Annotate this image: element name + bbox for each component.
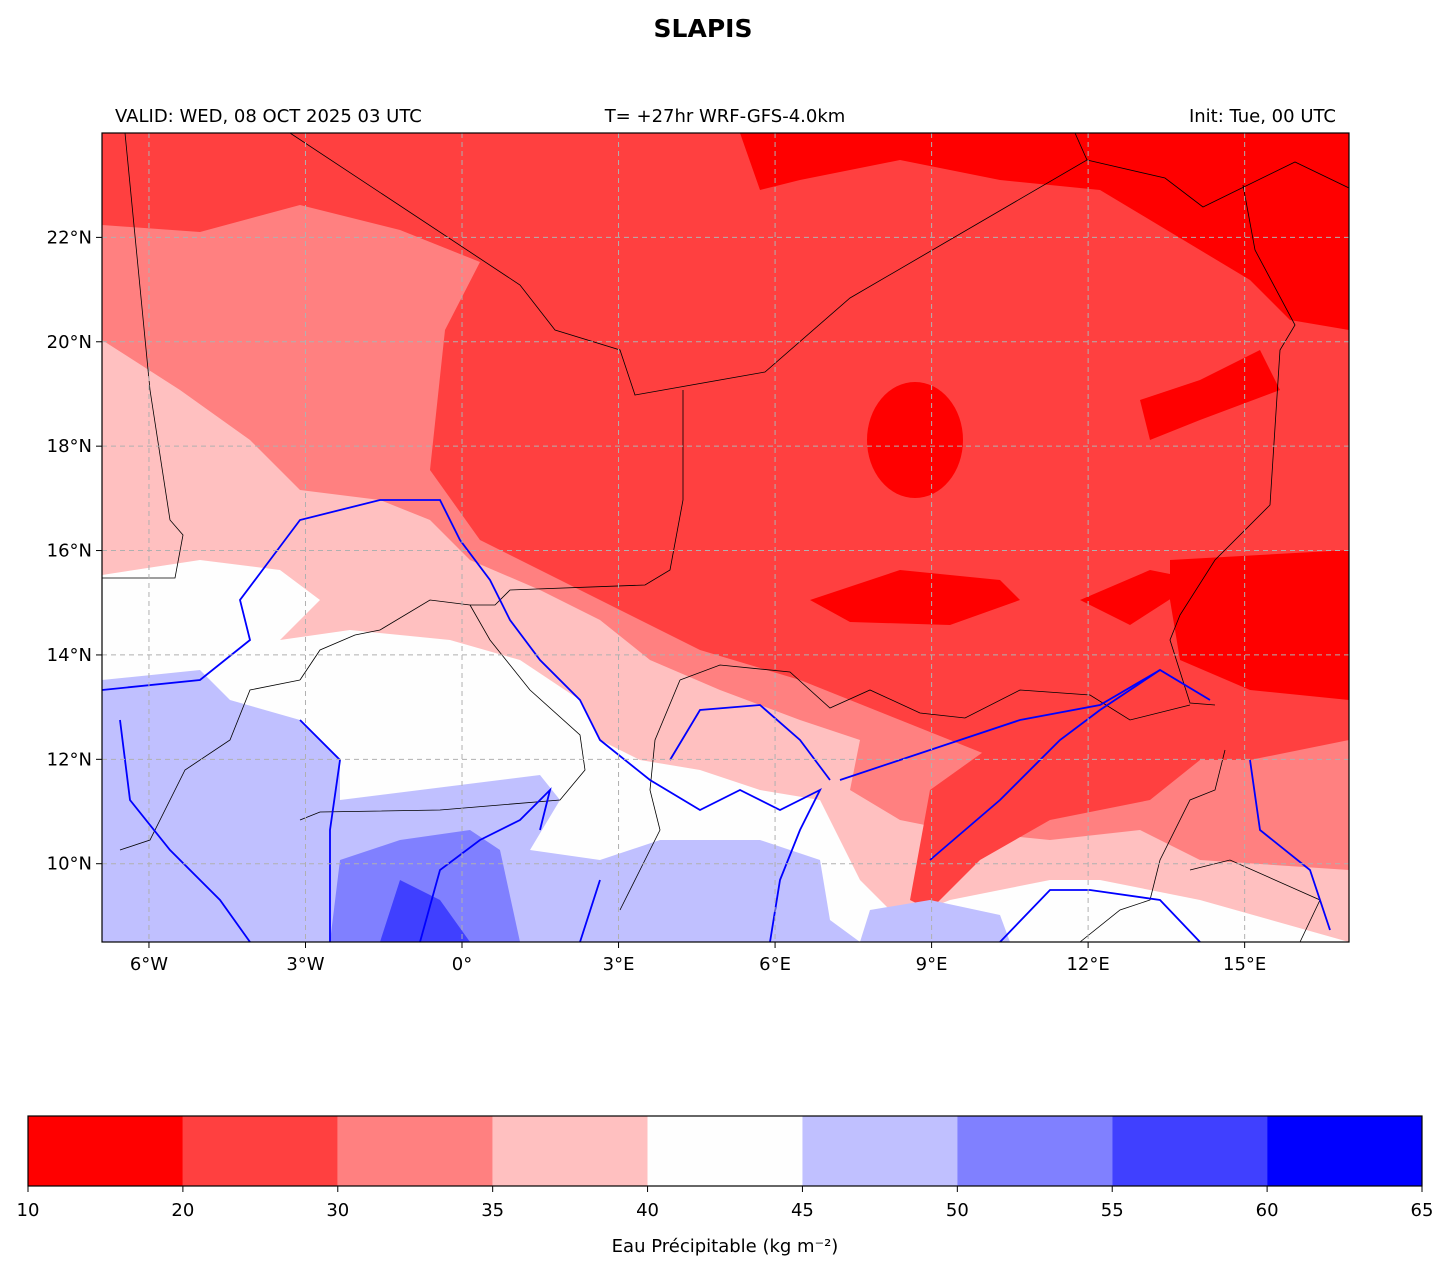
field-zone <box>740 133 1349 330</box>
init-label: Init: Tue, 00 UTC <box>1189 106 1336 127</box>
colorbar-tick-label: 45 <box>791 1200 814 1221</box>
map-frame <box>101 132 1350 943</box>
y-tick-label: 22°N <box>47 227 92 248</box>
x-tick-label: 0° <box>452 954 472 975</box>
colorbar-segment <box>1112 1116 1268 1186</box>
colorbar-tick-label: 30 <box>326 1200 349 1221</box>
colorbar-tick-label: 50 <box>946 1200 969 1221</box>
colorbar-tick-label: 65 <box>1411 1200 1434 1221</box>
x-tick-label: 6°W <box>130 954 168 975</box>
x-tick-label: 15°E <box>1223 954 1266 975</box>
field-zone <box>1140 350 1280 440</box>
y-tick-label: 18°N <box>47 436 92 457</box>
run-label: T= +27hr WRF-GFS-4.0km <box>604 106 846 127</box>
colorbar-segment <box>802 1116 958 1186</box>
colorbar-tick-label: 20 <box>171 1200 194 1221</box>
field-zone <box>867 382 963 498</box>
colorbar-label: Eau Précipitable (kg m⁻²) <box>612 1236 839 1257</box>
y-tick-label: 20°N <box>47 332 92 353</box>
colorbar-segment <box>182 1116 338 1186</box>
field-zone <box>1080 570 1200 625</box>
grid: 6°W 3°W 0° 3°E 6°E 9°E 12°E 15°E 10°N 12°N 14°N 16°… <box>47 133 1349 975</box>
field-zone <box>330 830 520 942</box>
colorbar-segment <box>492 1116 648 1186</box>
rivers <box>102 499 1331 942</box>
field-zone <box>102 670 860 942</box>
x-tick-label: 12°E <box>1066 954 1109 975</box>
colorbar-tick-label: 55 <box>1101 1200 1124 1221</box>
colorbar-tick-label: 10 <box>17 1200 40 1221</box>
field-zone <box>1170 550 1349 700</box>
x-tick-label: 3°E <box>603 954 635 975</box>
title: SLAPIS <box>654 14 753 43</box>
field-zone <box>860 900 1010 942</box>
field-zone <box>810 570 1020 625</box>
x-tick-label: 6°E <box>759 954 791 975</box>
colorbar-segment <box>957 1116 1113 1186</box>
colorbar-tick-label: 40 <box>636 1200 659 1221</box>
colorbar-segment <box>337 1116 493 1186</box>
y-tick-label: 12°N <box>47 749 92 770</box>
colorbar-tick-label: 35 <box>481 1200 504 1221</box>
colorbar: 10 20 30 35 40 45 50 55 60 65 <box>17 1116 1434 1221</box>
colorbar-segment <box>1267 1116 1422 1186</box>
colorbar-segment <box>647 1116 803 1186</box>
y-tick-label: 14°N <box>47 645 92 666</box>
field-zone <box>910 680 1349 910</box>
y-tick-label: 16°N <box>47 541 92 562</box>
colorbar-segment <box>28 1116 183 1186</box>
valid-label: VALID: WED, 08 OCT 2025 03 UTC <box>115 106 422 127</box>
x-tick-label: 9°E <box>916 954 948 975</box>
map-field <box>102 133 1349 942</box>
y-tick-label: 10°N <box>47 854 92 875</box>
colorbar-tick-label: 60 <box>1256 1200 1279 1221</box>
field-zone <box>380 880 470 942</box>
x-tick-label: 3°W <box>286 954 324 975</box>
colorbar-frame <box>27 1115 1423 1187</box>
